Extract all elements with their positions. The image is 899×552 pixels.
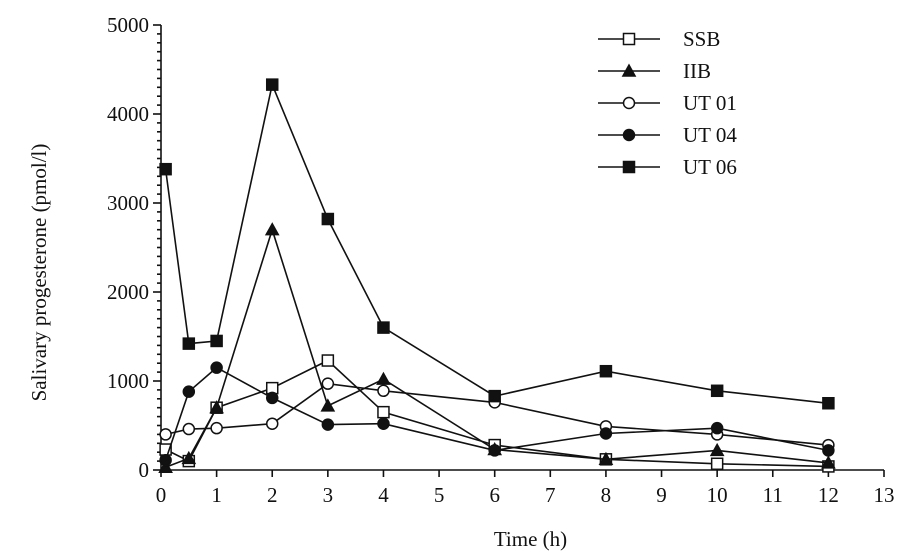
y-tick-label: 3000 bbox=[107, 191, 149, 215]
data-point bbox=[377, 384, 390, 398]
data-point bbox=[182, 385, 196, 398]
legend-label: UT 01 bbox=[683, 91, 737, 115]
y-tick-label: 0 bbox=[139, 458, 150, 482]
data-point bbox=[599, 427, 613, 440]
y-tick-label: 5000 bbox=[107, 13, 149, 37]
data-point bbox=[210, 361, 223, 374]
y-axis-title: Salivary progesterone (pmol/l) bbox=[27, 144, 51, 402]
data-point bbox=[488, 444, 501, 457]
legend-item: IIB bbox=[598, 59, 711, 83]
data-point bbox=[210, 334, 223, 348]
data-point bbox=[265, 391, 279, 405]
legend-item: UT 04 bbox=[598, 123, 737, 147]
x-tick-label: 13 bbox=[874, 483, 895, 507]
data-point bbox=[822, 444, 835, 457]
data-point bbox=[159, 428, 172, 441]
x-tick-label: 9 bbox=[656, 483, 667, 507]
x-tick-label: 2 bbox=[267, 483, 278, 507]
data-point bbox=[181, 450, 197, 465]
data-point bbox=[709, 442, 725, 457]
series-ut-06 bbox=[159, 78, 835, 410]
data-point bbox=[321, 377, 335, 390]
x-axis-title: Time (h) bbox=[494, 527, 567, 551]
data-point bbox=[158, 459, 173, 474]
data-point bbox=[377, 417, 390, 430]
data-point bbox=[321, 212, 335, 226]
data-point bbox=[598, 451, 614, 466]
legend-label: SSB bbox=[683, 27, 720, 51]
data-point bbox=[209, 400, 224, 414]
x-tick-label: 7 bbox=[545, 483, 556, 507]
data-point bbox=[710, 457, 724, 471]
y-tick-label: 1000 bbox=[107, 369, 149, 393]
data-point bbox=[321, 354, 335, 367]
legend-marker bbox=[621, 63, 637, 77]
legend: SSB IIB UT 01 UT 04 UT 06 bbox=[598, 27, 737, 179]
series-line bbox=[164, 366, 829, 461]
data-point bbox=[599, 364, 613, 378]
x-tick-label: 5 bbox=[434, 483, 445, 507]
series-line bbox=[164, 81, 829, 405]
legend-marker bbox=[622, 160, 636, 174]
legend-label: IIB bbox=[683, 59, 711, 83]
data-point bbox=[376, 371, 391, 385]
x-tick-label: 1 bbox=[211, 483, 222, 507]
legend-marker bbox=[622, 128, 636, 142]
series-iib bbox=[158, 222, 836, 474]
x-tick-label: 11 bbox=[763, 483, 783, 507]
y-tick-label: 2000 bbox=[107, 280, 149, 304]
legend-marker bbox=[622, 32, 636, 46]
data-point bbox=[710, 384, 724, 398]
data-point bbox=[182, 337, 196, 350]
x-tick-label: 0 bbox=[156, 483, 167, 507]
series-line bbox=[165, 227, 829, 469]
x-tick-label: 3 bbox=[323, 483, 334, 507]
data-point bbox=[377, 405, 390, 419]
data-point bbox=[821, 455, 836, 469]
legend-item: SSB bbox=[598, 27, 720, 51]
data-point bbox=[377, 321, 390, 334]
data-point bbox=[265, 417, 279, 430]
data-point bbox=[159, 453, 172, 467]
data-point bbox=[210, 421, 223, 435]
x-tick-label: 8 bbox=[601, 483, 612, 507]
series-layer bbox=[158, 78, 836, 474]
y-tick-label: 4000 bbox=[107, 102, 149, 126]
legend-marker bbox=[622, 96, 636, 110]
x-tick-label: 6 bbox=[489, 483, 500, 507]
data-point bbox=[265, 78, 279, 91]
legend-label: UT 06 bbox=[683, 155, 737, 179]
data-point bbox=[159, 162, 172, 176]
data-point bbox=[321, 418, 335, 431]
legend-label: UT 04 bbox=[683, 123, 737, 147]
data-point bbox=[488, 389, 501, 403]
data-point bbox=[182, 422, 196, 436]
x-tick-label: 12 bbox=[818, 483, 839, 507]
series-ut-04 bbox=[159, 361, 835, 467]
x-tick-label: 10 bbox=[707, 483, 728, 507]
data-point bbox=[710, 421, 724, 435]
x-tick-label: 4 bbox=[378, 483, 389, 507]
legend-item: UT 06 bbox=[598, 155, 737, 179]
data-point bbox=[822, 397, 835, 410]
data-point bbox=[320, 398, 336, 412]
data-point bbox=[264, 222, 280, 236]
legend-item: UT 01 bbox=[598, 91, 737, 115]
